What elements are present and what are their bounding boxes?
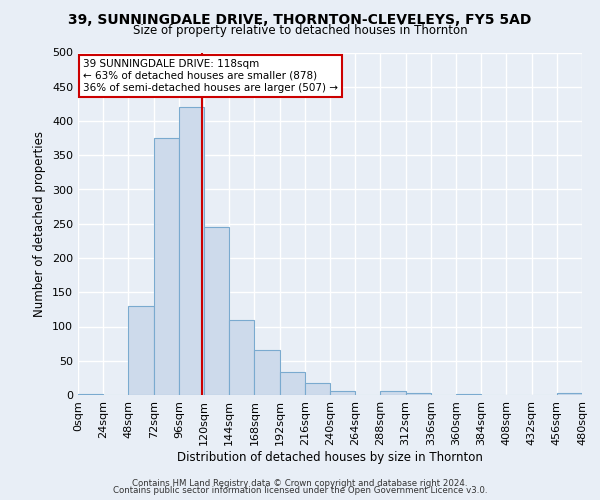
Bar (179, 108, 204, 395)
Text: Size of property relative to detached houses in Thornton: Size of property relative to detached ho… (133, 24, 467, 37)
Text: Contains HM Land Registry data © Crown copyright and database right 2024.: Contains HM Land Registry data © Crown c… (132, 478, 468, 488)
Text: 39, SUNNINGDALE DRIVE, THORNTON-CLEVELEYS, FY5 5AD: 39, SUNNINGDALE DRIVE, THORNTON-CLEVELEY… (68, 12, 532, 26)
Bar (254, 350, 280, 395)
Bar (456, 394, 481, 395)
Bar (330, 391, 355, 395)
Text: Contains public sector information licensed under the Open Government Licence v3: Contains public sector information licen… (113, 486, 487, 495)
Y-axis label: Number of detached properties: Number of detached properties (34, 130, 46, 317)
Bar (154, 138, 179, 395)
Bar (204, 227, 229, 395)
Bar (280, 372, 305, 395)
Bar (305, 382, 330, 395)
Bar (78, 394, 103, 395)
Bar (128, 306, 154, 395)
Bar (406, 393, 431, 395)
Bar (229, 320, 254, 395)
Bar (557, 393, 582, 395)
Bar (380, 391, 406, 395)
Text: 39 SUNNINGDALE DRIVE: 118sqm
← 63% of detached houses are smaller (878)
36% of s: 39 SUNNINGDALE DRIVE: 118sqm ← 63% of de… (83, 60, 338, 92)
X-axis label: Distribution of detached houses by size in Thornton: Distribution of detached houses by size … (177, 450, 483, 464)
